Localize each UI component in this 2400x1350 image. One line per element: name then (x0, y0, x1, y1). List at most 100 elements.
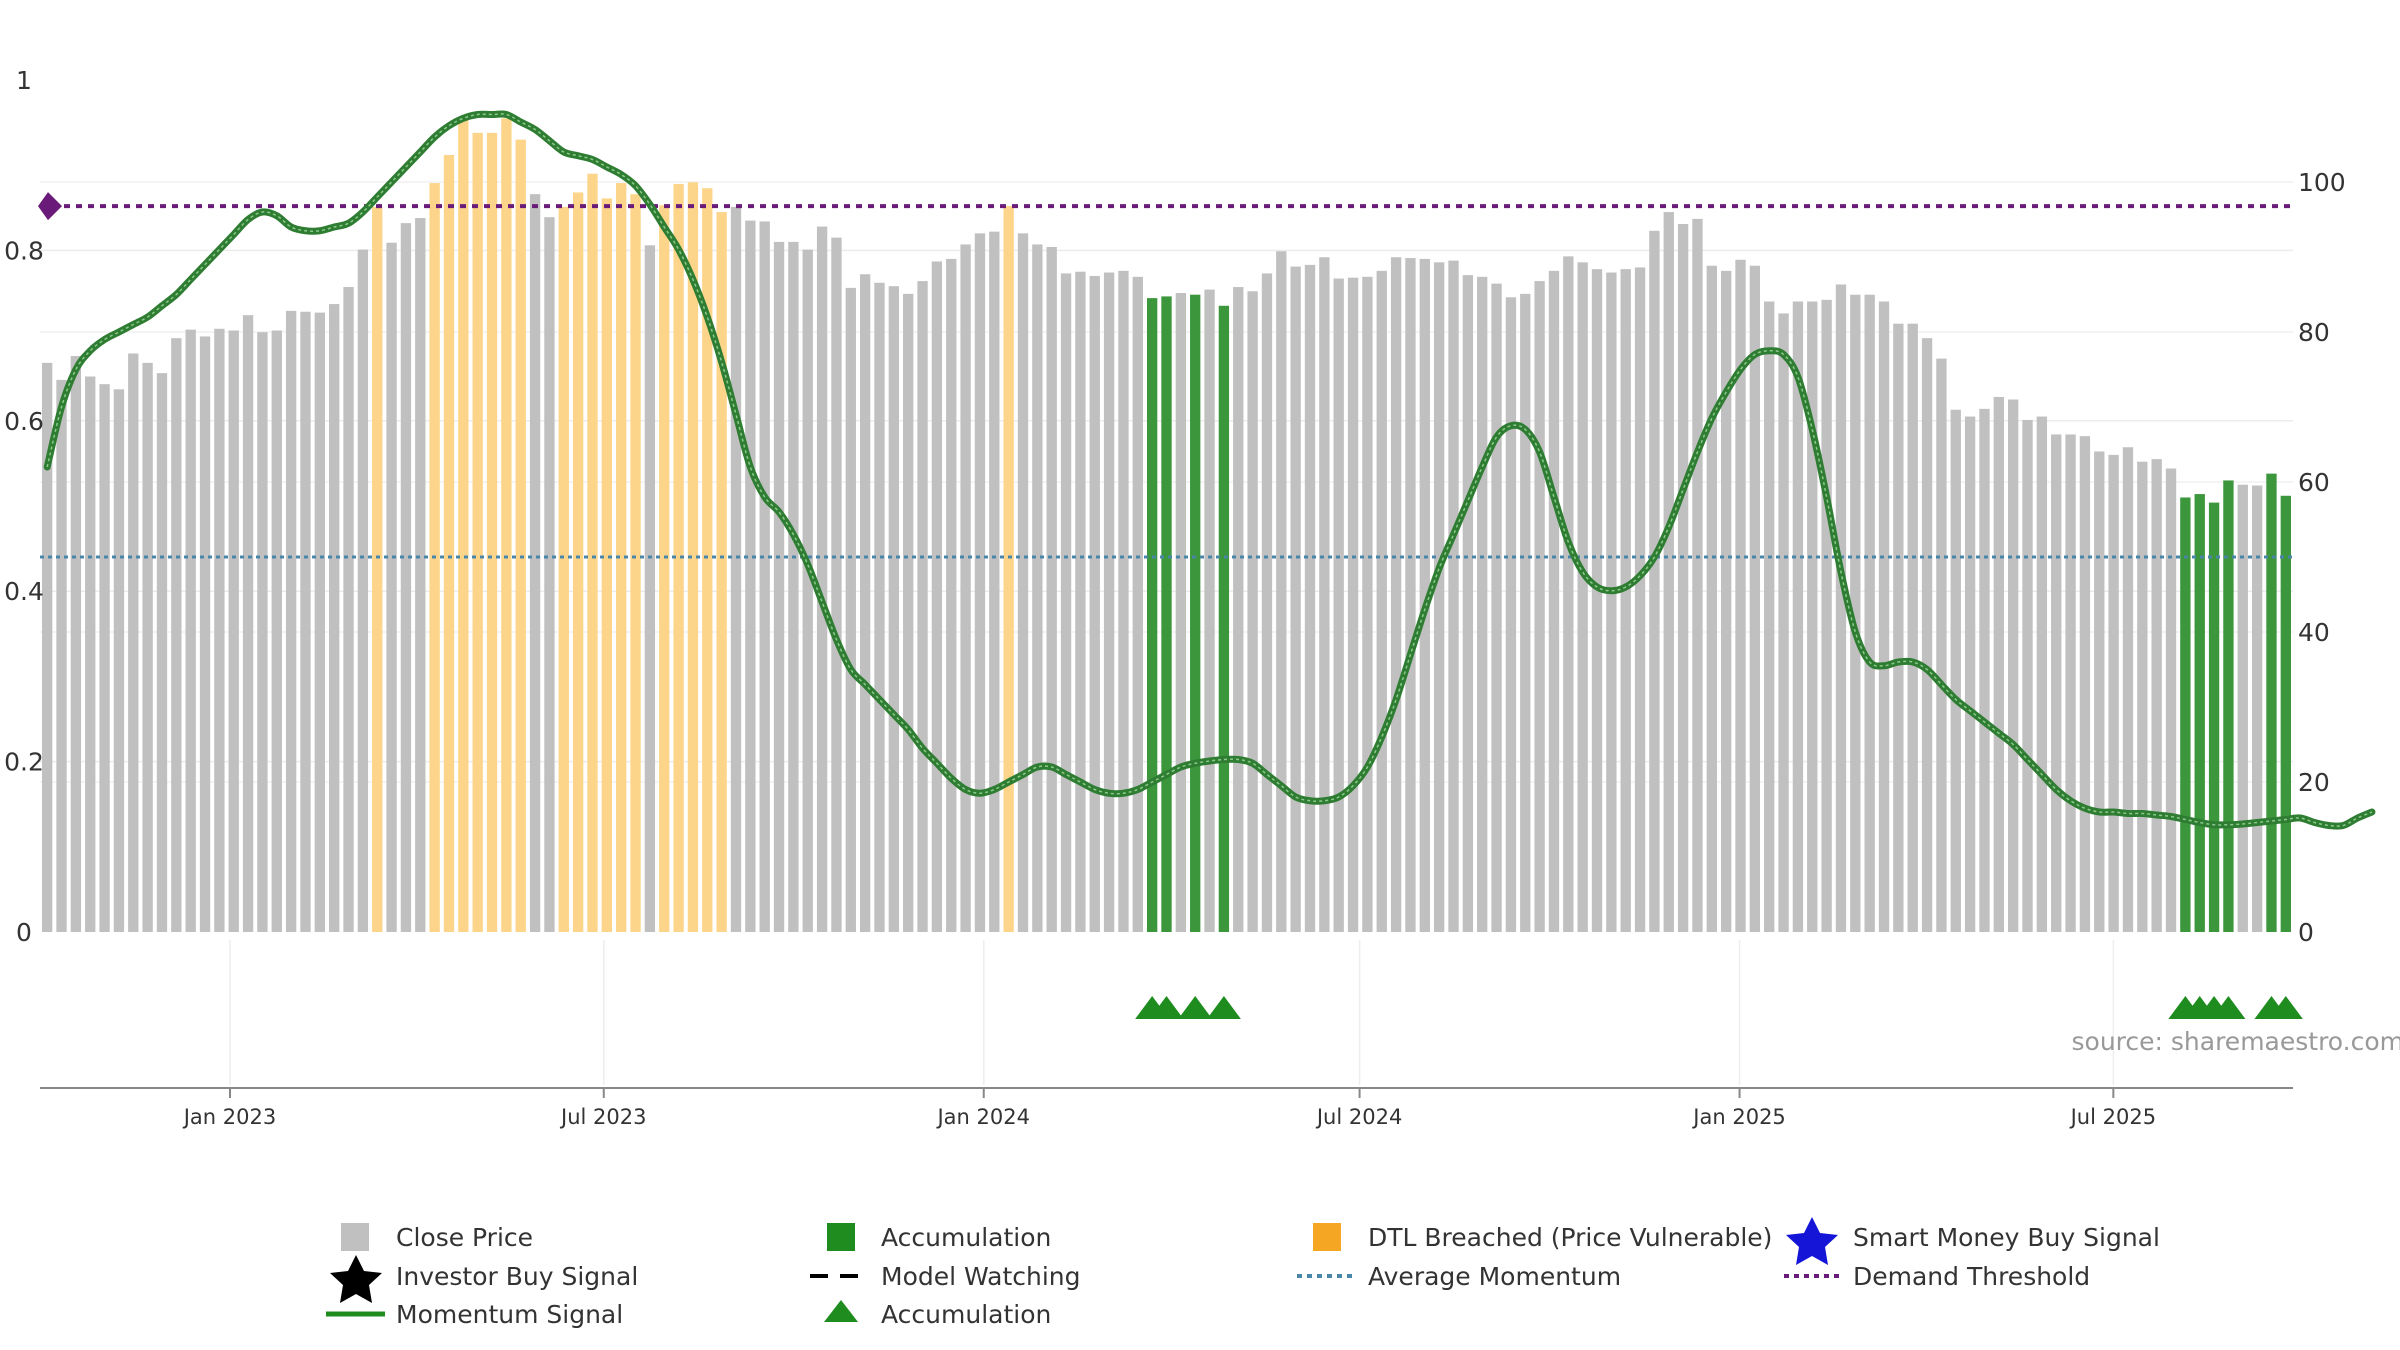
accumulation-triangle-icon (824, 1300, 858, 1322)
bar-2 (70, 356, 82, 933)
smart-money-star-icon (1786, 1217, 1838, 1265)
bar-50 (759, 221, 770, 932)
bar-34 (529, 194, 541, 933)
bar-99 (1462, 275, 1474, 932)
bar-128 (1878, 301, 1890, 932)
bar-48 (730, 206, 742, 932)
bar-140 (2051, 434, 2062, 932)
bar-82 (1218, 305, 1230, 932)
bar-24 (386, 242, 397, 932)
bar-129 (1893, 323, 1904, 932)
bar-149 (2180, 497, 2191, 932)
bar-17 (285, 310, 297, 933)
x-tick-label: Jan 2023 (182, 1105, 277, 1129)
bar-125 (1835, 284, 1847, 933)
legend-model-watching: Model Watching (881, 1262, 1081, 1291)
bar-31 (486, 132, 498, 933)
bar-32 (501, 118, 512, 933)
bar-154 (2251, 485, 2263, 932)
bar-143 (2094, 451, 2105, 932)
bar-120 (1764, 301, 1775, 932)
bar-72 (1075, 271, 1086, 932)
bar-132 (1936, 358, 1947, 932)
investor-star-icon (330, 1255, 382, 1303)
bar-144 (2108, 454, 2119, 932)
bar-16 (271, 330, 282, 932)
legend-average-momentum: Average Momentum (1368, 1262, 1621, 1291)
bar-33 (515, 139, 526, 932)
bar-23 (372, 206, 383, 932)
legend-demand-threshold: Demand Threshold (1853, 1262, 2090, 1291)
legend-momentum-signal: Momentum Signal (396, 1300, 623, 1329)
bar-52 (788, 241, 799, 932)
bar-145 (2122, 447, 2134, 932)
bar-151 (2208, 502, 2220, 932)
bar-133 (1950, 409, 1961, 932)
bar-118 (1735, 259, 1746, 933)
bar-62 (931, 261, 943, 932)
bar-98 (1448, 260, 1459, 932)
right-axis: 0 20 40 60 80 100 (2298, 168, 2346, 947)
right-tick-label: 100 (2298, 168, 2346, 197)
accumulation-triangle (1178, 996, 1213, 1019)
x-axis: Jan 2023 Jul 2023 Jan 2024 Jul 2024 Jan 2025… (182, 1088, 2156, 1129)
legend: Close Price Accumulation DTL Breached (P… (326, 1217, 2160, 1329)
bar-69 (1032, 244, 1043, 932)
bar-131 (1921, 338, 1933, 932)
close-price-swatch (341, 1223, 369, 1251)
left-tick-label: 0 (16, 918, 32, 947)
bar-88 (1304, 264, 1316, 932)
accumulation-markers (1135, 996, 2303, 1019)
bar-93 (1376, 270, 1387, 932)
bar-13 (228, 330, 239, 932)
bar-81 (1204, 289, 1215, 932)
bar-96 (1419, 258, 1430, 932)
bar-75 (1118, 270, 1129, 932)
legend-accumulation: Accumulation (881, 1223, 1051, 1252)
bar-156 (2280, 495, 2291, 932)
bar-152 (2223, 480, 2234, 932)
bar-86 (1276, 251, 1287, 932)
bar-37 (572, 192, 584, 933)
bar-95 (1405, 258, 1416, 932)
source-label: source: sharemaestro.com (2072, 1027, 2400, 1056)
bar-126 (1850, 294, 1861, 933)
bar-92 (1362, 276, 1373, 932)
bar-100 (1477, 276, 1488, 932)
legend-smart-money: Smart Money Buy Signal (1853, 1223, 2160, 1252)
bar-104 (1534, 281, 1545, 932)
bar-63 (946, 258, 957, 932)
left-tick-label: 0.6 (4, 407, 44, 436)
bar-83 (1233, 287, 1244, 932)
legend-investor-buy: Investor Buy Signal (396, 1262, 638, 1291)
bar-80 (1190, 294, 1201, 933)
bar-54 (816, 226, 828, 932)
bar-127 (1864, 294, 1875, 933)
bar-107 (1577, 262, 1588, 932)
x-tick-label: Jul 2023 (559, 1105, 646, 1129)
bar-121 (1778, 313, 1789, 932)
bar-138 (2022, 419, 2033, 932)
x-tick-label: Jan 2024 (935, 1105, 1030, 1129)
bar-74 (1103, 272, 1115, 932)
bar-3 (85, 376, 96, 933)
bar-117 (1720, 270, 1732, 932)
left-tick-label: 0.2 (4, 748, 44, 777)
right-tick-label: 0 (2298, 918, 2314, 947)
bar-21 (343, 287, 354, 932)
demand-threshold-marker (38, 192, 62, 221)
bar-20 (329, 304, 340, 932)
accumulation-triangle (2211, 996, 2246, 1019)
bar-8 (156, 373, 168, 932)
accumulation-swatch (827, 1223, 855, 1251)
bar-141 (2065, 434, 2076, 932)
dtl-breached-swatch (1313, 1223, 1341, 1251)
bar-116 (1706, 265, 1717, 933)
bar-35 (544, 217, 555, 932)
bar-73 (1089, 275, 1100, 933)
left-tick-label: 0.4 (4, 577, 44, 606)
bar-76 (1132, 276, 1143, 932)
bar-85 (1261, 273, 1273, 932)
bar-11 (199, 336, 211, 932)
